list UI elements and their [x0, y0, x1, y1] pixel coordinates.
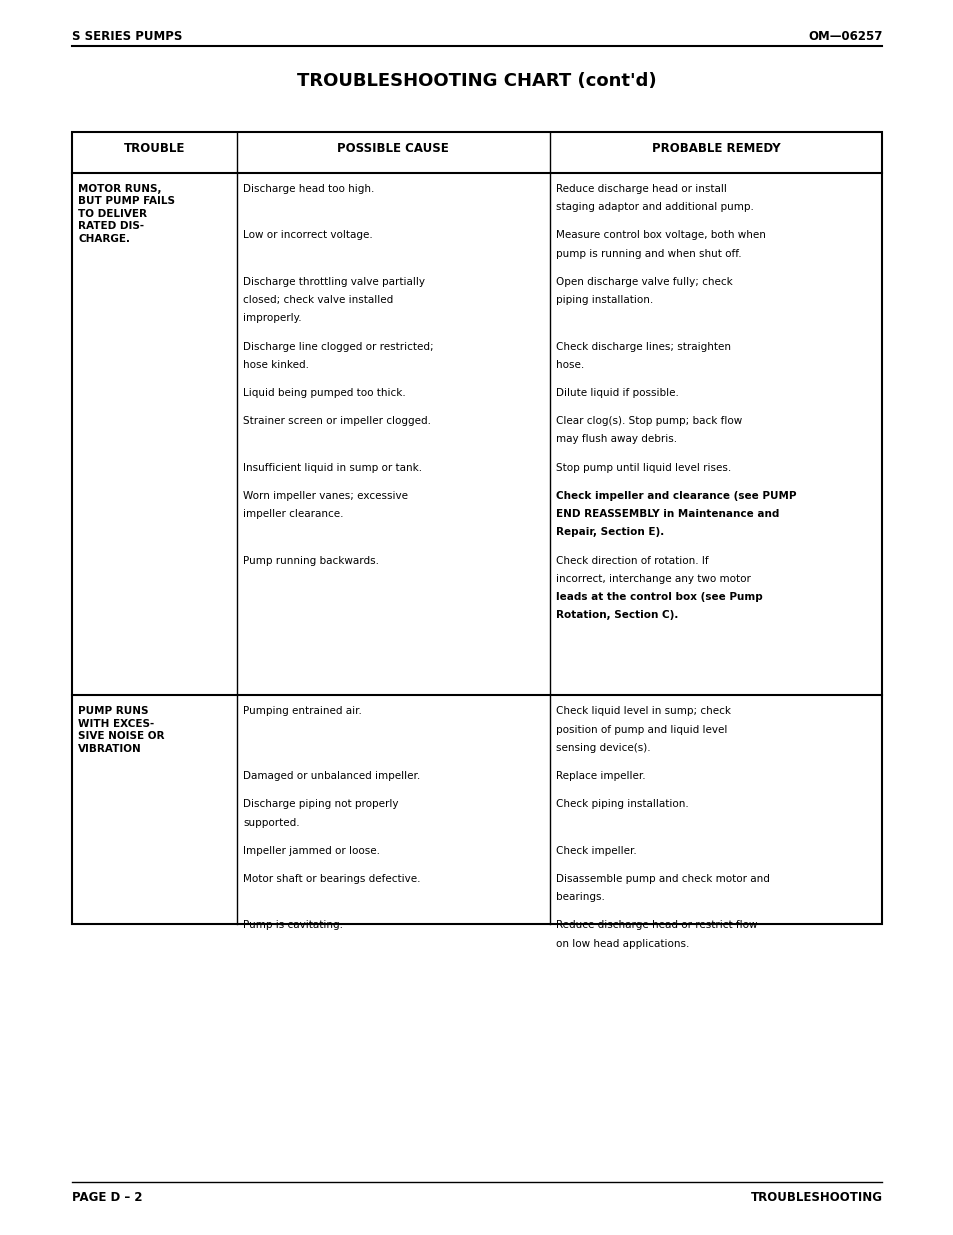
Text: bearings.: bearings. [556, 892, 604, 902]
Text: on low head applications.: on low head applications. [556, 939, 689, 948]
Text: Check impeller and clearance (see PUMP: Check impeller and clearance (see PUMP [556, 490, 796, 500]
Text: position of pump and liquid level: position of pump and liquid level [556, 725, 727, 735]
Text: Discharge piping not properly: Discharge piping not properly [243, 799, 398, 809]
Text: Worn impeller vanes; excessive: Worn impeller vanes; excessive [243, 490, 408, 500]
Text: leads at the control box (see Pump: leads at the control box (see Pump [556, 592, 762, 601]
Text: sensing device(s).: sensing device(s). [556, 743, 650, 753]
Text: Check liquid level in sump; check: Check liquid level in sump; check [556, 706, 730, 716]
Text: Replace impeller.: Replace impeller. [556, 771, 645, 781]
Text: impeller clearance.: impeller clearance. [243, 509, 343, 519]
Text: Reduce discharge head or install: Reduce discharge head or install [556, 184, 726, 194]
Text: staging adaptor and additional pump.: staging adaptor and additional pump. [556, 203, 753, 212]
Text: piping installation.: piping installation. [556, 295, 653, 305]
Text: Open discharge valve fully; check: Open discharge valve fully; check [556, 277, 732, 287]
Text: closed; check valve installed: closed; check valve installed [243, 295, 393, 305]
Text: Rotation, Section C).: Rotation, Section C). [556, 610, 678, 620]
Text: hose.: hose. [556, 359, 584, 369]
Text: pump is running and when shut off.: pump is running and when shut off. [556, 248, 741, 258]
Text: Clear clog(s). Stop pump; back flow: Clear clog(s). Stop pump; back flow [556, 416, 741, 426]
Text: PROBABLE REMEDY: PROBABLE REMEDY [651, 142, 780, 156]
Text: Discharge throttling valve partially: Discharge throttling valve partially [243, 277, 425, 287]
Text: Pump is cavitating.: Pump is cavitating. [243, 920, 343, 930]
Text: Stop pump until liquid level rises.: Stop pump until liquid level rises. [556, 463, 731, 473]
Text: Check discharge lines; straighten: Check discharge lines; straighten [556, 342, 730, 352]
Text: Check impeller.: Check impeller. [556, 846, 637, 856]
Text: incorrect, interchange any two motor: incorrect, interchange any two motor [556, 574, 750, 584]
Text: TROUBLE: TROUBLE [123, 142, 185, 156]
Text: Liquid being pumped too thick.: Liquid being pumped too thick. [243, 388, 406, 398]
Text: Insufficient liquid in sump or tank.: Insufficient liquid in sump or tank. [243, 463, 422, 473]
Text: S SERIES PUMPS: S SERIES PUMPS [71, 30, 182, 43]
Text: Damaged or unbalanced impeller.: Damaged or unbalanced impeller. [243, 771, 420, 781]
Text: supported.: supported. [243, 818, 299, 827]
Text: Motor shaft or bearings defective.: Motor shaft or bearings defective. [243, 874, 420, 884]
Text: Repair, Section E).: Repair, Section E). [556, 527, 663, 537]
Text: Dilute liquid if possible.: Dilute liquid if possible. [556, 388, 679, 398]
Text: Reduce discharge head or restrict flow: Reduce discharge head or restrict flow [556, 920, 757, 930]
Text: Discharge head too high.: Discharge head too high. [243, 184, 375, 194]
Text: TROUBLESHOOTING: TROUBLESHOOTING [750, 1191, 882, 1204]
Text: Pump running backwards.: Pump running backwards. [243, 556, 379, 566]
Text: OM—06257: OM—06257 [807, 30, 882, 43]
Text: PAGE D – 2: PAGE D – 2 [71, 1191, 142, 1204]
Bar [71, 132, 882, 924]
Text: Check piping installation.: Check piping installation. [556, 799, 688, 809]
Text: Discharge line clogged or restricted;: Discharge line clogged or restricted; [243, 342, 434, 352]
Text: END REASSEMBLY in Maintenance and: END REASSEMBLY in Maintenance and [556, 509, 779, 519]
Text: PUMP RUNS
WITH EXCES-
SIVE NOISE OR
VIBRATION: PUMP RUNS WITH EXCES- SIVE NOISE OR VIBR… [78, 706, 165, 753]
Text: Low or incorrect voltage.: Low or incorrect voltage. [243, 231, 373, 241]
Text: Strainer screen or impeller clogged.: Strainer screen or impeller clogged. [243, 416, 431, 426]
Text: improperly.: improperly. [243, 314, 301, 324]
Text: may flush away debris.: may flush away debris. [556, 435, 677, 445]
Text: POSSIBLE CAUSE: POSSIBLE CAUSE [336, 142, 449, 156]
Text: MOTOR RUNS,
BUT PUMP FAILS
TO DELIVER
RATED DIS-
CHARGE.: MOTOR RUNS, BUT PUMP FAILS TO DELIVER RA… [78, 184, 175, 243]
Text: TROUBLESHOOTING CHART (cont'd): TROUBLESHOOTING CHART (cont'd) [297, 72, 656, 90]
Text: Disassemble pump and check motor and: Disassemble pump and check motor and [556, 874, 769, 884]
Text: Impeller jammed or loose.: Impeller jammed or loose. [243, 846, 380, 856]
Text: Measure control box voltage, both when: Measure control box voltage, both when [556, 231, 765, 241]
Text: Pumping entrained air.: Pumping entrained air. [243, 706, 362, 716]
Text: Check direction of rotation. If: Check direction of rotation. If [556, 556, 708, 566]
Text: hose kinked.: hose kinked. [243, 359, 309, 369]
